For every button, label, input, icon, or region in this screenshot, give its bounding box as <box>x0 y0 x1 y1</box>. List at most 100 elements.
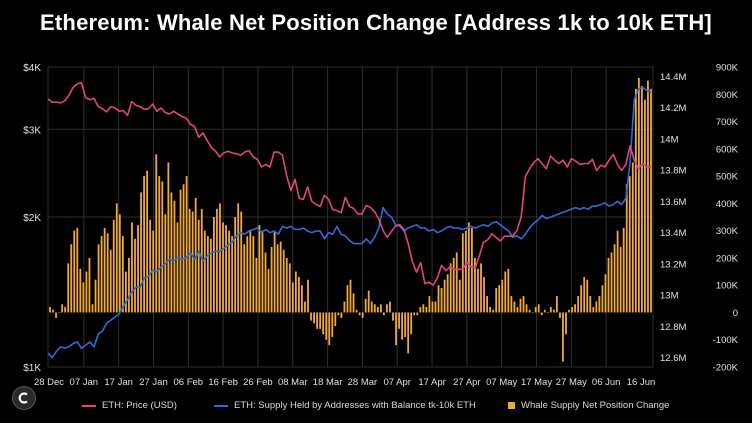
x-tick-label: 17 Apr <box>418 377 445 388</box>
left-tick-label: $1K <box>23 363 41 374</box>
net-change-bar <box>382 312 385 316</box>
net-change-bar <box>571 307 573 313</box>
net-change-bar <box>577 296 580 313</box>
brand-logo <box>12 386 36 410</box>
net-change-bar <box>401 312 403 340</box>
mid-tick-label: 13M <box>660 291 679 302</box>
net-change-bar <box>431 301 434 313</box>
legend-item-supply[interactable]: ETH: Supply Held by Addresses with Balan… <box>214 400 476 411</box>
net-change-bar <box>246 236 249 313</box>
mid-tick-label: 13.6M <box>660 197 686 208</box>
net-change-bar <box>647 80 649 313</box>
x-tick-label: 28 Mar <box>348 377 378 388</box>
net-change-bar <box>598 296 601 313</box>
net-change-bar <box>155 154 158 313</box>
net-change-bar <box>128 257 130 313</box>
net-change-bar <box>225 225 227 313</box>
legend: ETH: Price (USD) ETH: Supply Held by Add… <box>0 400 752 416</box>
net-change-bar <box>422 304 425 313</box>
net-change-bar <box>112 219 115 313</box>
net-change-bar <box>434 301 437 313</box>
net-change-bar <box>501 279 504 313</box>
net-change-bar <box>474 257 476 313</box>
net-change-bar <box>455 252 458 313</box>
net-change-bar <box>565 312 567 335</box>
net-change-bar <box>404 312 407 337</box>
mid-tick-label: 13.8M <box>660 166 686 177</box>
net-change-bar <box>55 312 57 318</box>
net-change-bar <box>294 271 297 313</box>
net-change-bar <box>282 249 285 313</box>
net-change-bar <box>258 225 261 313</box>
right-tick-label: 700K <box>716 117 739 128</box>
net-change-bar <box>304 301 306 313</box>
net-change-bar <box>170 192 173 313</box>
legend-label-price: ETH: Price (USD) <box>102 400 177 411</box>
net-change-bar <box>228 230 230 313</box>
net-change-bar <box>537 304 540 313</box>
series-lines <box>47 81 652 359</box>
net-change-bar <box>622 227 625 313</box>
net-position-bars <box>49 77 652 362</box>
net-change-bar <box>291 282 294 313</box>
net-change-bar <box>167 162 170 313</box>
right-tick-label: 800K <box>716 90 739 101</box>
net-change-bar <box>355 309 358 313</box>
net-change-bar <box>182 184 185 313</box>
mid-tick-label: 14.2M <box>660 103 686 114</box>
net-change-bar <box>222 222 224 313</box>
net-change-bar <box>452 257 455 313</box>
net-change-bar <box>644 99 646 313</box>
net-change-bar <box>261 230 264 313</box>
net-change-bar <box>379 304 382 313</box>
net-change-bar <box>131 222 133 313</box>
mid-tick-label: 12.8M <box>660 322 686 333</box>
net-change-bar <box>413 312 416 316</box>
net-change-bar <box>461 233 464 313</box>
net-change-bar <box>252 236 255 313</box>
net-change-bar <box>152 230 155 313</box>
net-change-bar <box>625 184 628 313</box>
right-tick-label: -100K <box>713 335 739 346</box>
net-change-bar <box>458 279 461 313</box>
legend-item-netchange[interactable]: Whale Supply Net Position Change <box>508 400 669 411</box>
net-change-bar <box>562 312 564 362</box>
net-change-bar <box>285 257 288 313</box>
net-change-bar <box>525 304 528 313</box>
net-change-bar <box>358 312 361 316</box>
net-change-bar <box>219 203 221 313</box>
net-change-bar <box>498 285 501 313</box>
left-tick-label: $4K <box>23 63 41 74</box>
net-change-bar <box>352 293 355 313</box>
net-change-bar <box>64 307 67 313</box>
net-change-bar <box>486 296 488 313</box>
net-change-bar <box>143 176 145 313</box>
net-change-bar <box>234 217 237 313</box>
mid-tick-label: 13.4M <box>660 228 686 239</box>
legend-swatch-netchange <box>508 402 515 409</box>
legend-label-supply: ETH: Supply Held by Addresses with Balan… <box>234 400 476 411</box>
x-tick-label: 26 Feb <box>243 377 273 388</box>
net-change-bar <box>331 312 334 337</box>
net-change-bar <box>477 268 479 313</box>
net-change-bar <box>203 230 206 313</box>
legend-item-price[interactable]: ETH: Price (USD) <box>82 400 177 411</box>
x-tick-label: 07 May <box>486 377 517 388</box>
net-change-bar <box>631 162 634 313</box>
x-tick-label: 18 Mar <box>313 377 343 388</box>
net-change-bar <box>398 312 400 329</box>
net-change-bar <box>361 312 364 318</box>
net-change-bar <box>425 307 428 313</box>
net-change-bar <box>100 236 103 313</box>
legend-swatch-price <box>82 404 96 407</box>
net-change-bar <box>389 301 391 313</box>
net-change-bar <box>328 312 331 346</box>
logo-icon <box>18 392 28 404</box>
net-change-bar <box>176 222 179 313</box>
net-change-bar <box>325 312 328 340</box>
net-change-bar <box>206 236 209 313</box>
net-change-bar <box>52 309 54 313</box>
net-change-bar <box>519 298 522 313</box>
net-change-bar <box>124 271 127 313</box>
price-line <box>47 81 651 286</box>
